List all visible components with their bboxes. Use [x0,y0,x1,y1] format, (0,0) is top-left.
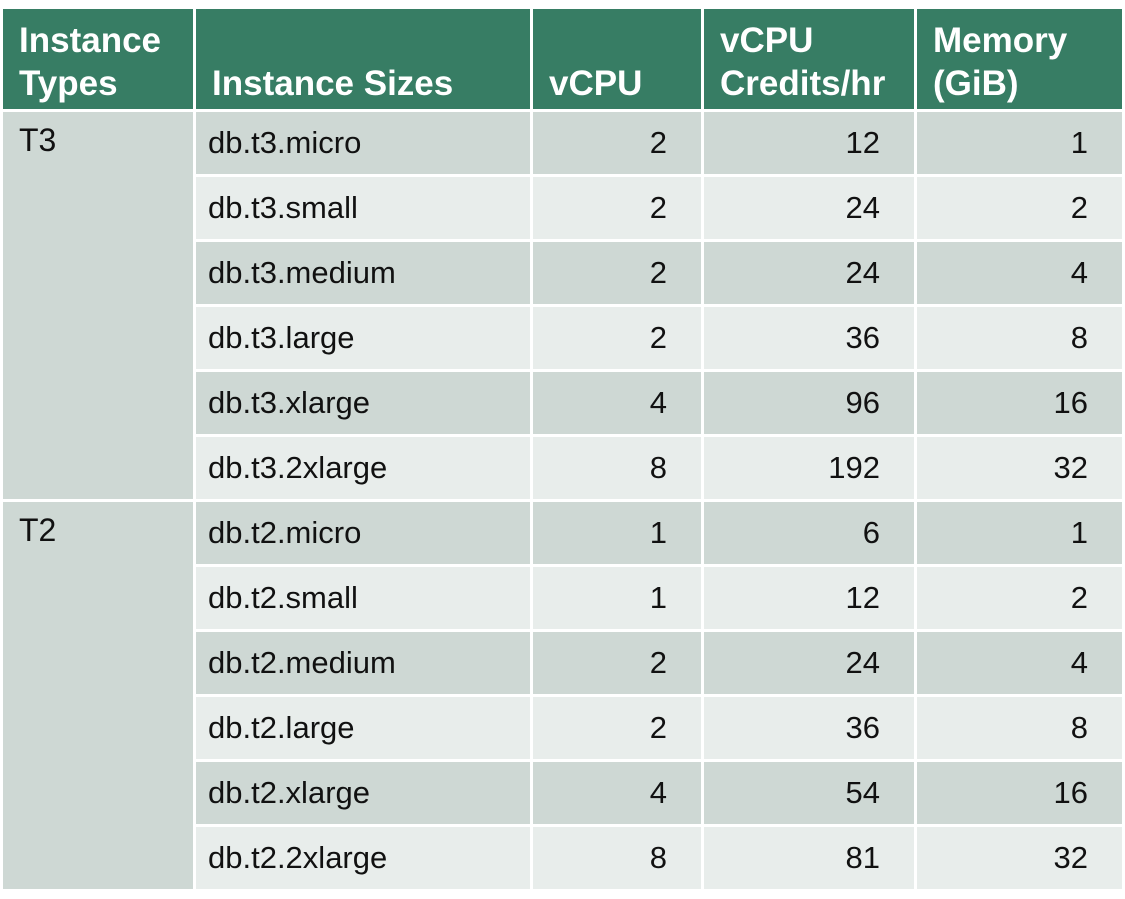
table-body: T3 db.t3.micro 2 12 1 db.t3.small 2 24 2 db.t3.me… [0,109,1125,892]
vcpu-credits-cell: 12 [701,564,917,632]
instance-size-cell: db.t3.large [193,304,533,372]
vcpu-cell: 4 [530,369,704,437]
vcpu-credits-cell: 96 [701,369,917,437]
memory-cell: 2 [914,564,1125,632]
memory-cell: 8 [914,694,1125,762]
table-row: T3 db.t3.micro 2 12 1 [0,109,1125,502]
instance-size-cell: db.t2.small [193,564,533,632]
instance-size-cell: db.t3.xlarge [193,369,533,437]
instance-spec-table: Instance Types Instance Sizes vCPU vCPU … [0,6,1125,892]
vcpu-cell: 8 [530,824,704,892]
memory-cell: 1 [914,109,1125,177]
header-instance-sizes: Instance Sizes [193,6,533,112]
vcpu-credits-cell: 24 [701,629,917,697]
memory-cell: 16 [914,759,1125,827]
vcpu-cell: 4 [530,759,704,827]
vcpu-cell: 2 [530,629,704,697]
vcpu-cell: 8 [530,434,704,502]
instance-type-cell: T2 [0,499,196,892]
instance-size-cell: db.t3.medium [193,239,533,307]
vcpu-cell: 2 [530,694,704,762]
instance-size-cell: db.t2.xlarge [193,759,533,827]
vcpu-credits-cell: 81 [701,824,917,892]
memory-cell: 16 [914,369,1125,437]
instance-size-cell: db.t3.2xlarge [193,434,533,502]
vcpu-credits-cell: 36 [701,694,917,762]
vcpu-cell: 2 [530,174,704,242]
instance-size-cell: db.t2.micro [193,499,533,567]
table-row: db.t2.large 2 36 8 [2,694,1125,762]
vcpu-cell: 2 [530,109,704,177]
vcpu-cell: 1 [530,499,704,567]
table-row: db.t2.xlarge 4 54 16 [2,759,1125,827]
vcpu-cell: 2 [530,239,704,307]
table-header: Instance Types Instance Sizes vCPU vCPU … [0,6,1125,112]
instance-size-cell: db.t3.micro [193,109,533,177]
table-row: db.t3.medium 2 24 4 [2,239,1125,307]
table-row: db.t2.small 1 12 2 [2,564,1125,632]
header-vcpu-credits: vCPU Credits/hr [701,6,917,112]
instance-size-cell: db.t2.large [193,694,533,762]
table-row: db.t2.medium 2 24 4 [2,629,1125,697]
table-row: db.t2.2xlarge 8 81 32 [2,824,1125,892]
memory-cell: 32 [914,824,1125,892]
header-memory: Memory (GiB) [914,6,1125,112]
memory-cell: 4 [914,239,1125,307]
vcpu-credits-cell: 12 [701,109,917,177]
vcpu-cell: 1 [530,564,704,632]
instance-size-cell: db.t3.small [193,174,533,242]
table-row: db.t3.xlarge 4 96 16 [2,369,1125,437]
memory-cell: 2 [914,174,1125,242]
memory-cell: 8 [914,304,1125,372]
table-row: db.t3.2xlarge 8 192 32 [2,434,1125,502]
table-row: T2 db.t2.micro 1 6 1 [0,499,1125,892]
instance-size-cell: db.t2.medium [193,629,533,697]
vcpu-credits-cell: 24 [701,174,917,242]
memory-cell: 4 [914,629,1125,697]
memory-cell: 1 [914,499,1125,567]
header-vcpu: vCPU [530,6,704,112]
memory-cell: 32 [914,434,1125,502]
vcpu-credits-cell: 24 [701,239,917,307]
header-instance-types: Instance Types [0,6,196,112]
instance-type-cell: T3 [0,109,196,502]
table-row: db.t3.small 2 24 2 [2,174,1125,242]
vcpu-credits-cell: 36 [701,304,917,372]
instance-size-cell: db.t2.2xlarge [193,824,533,892]
table-row: db.t3.large 2 36 8 [2,304,1125,372]
vcpu-credits-cell: 192 [701,434,917,502]
vcpu-credits-cell: 6 [701,499,917,567]
header-row: Instance Types Instance Sizes vCPU vCPU … [0,6,1125,112]
vcpu-credits-cell: 54 [701,759,917,827]
vcpu-cell: 2 [530,304,704,372]
